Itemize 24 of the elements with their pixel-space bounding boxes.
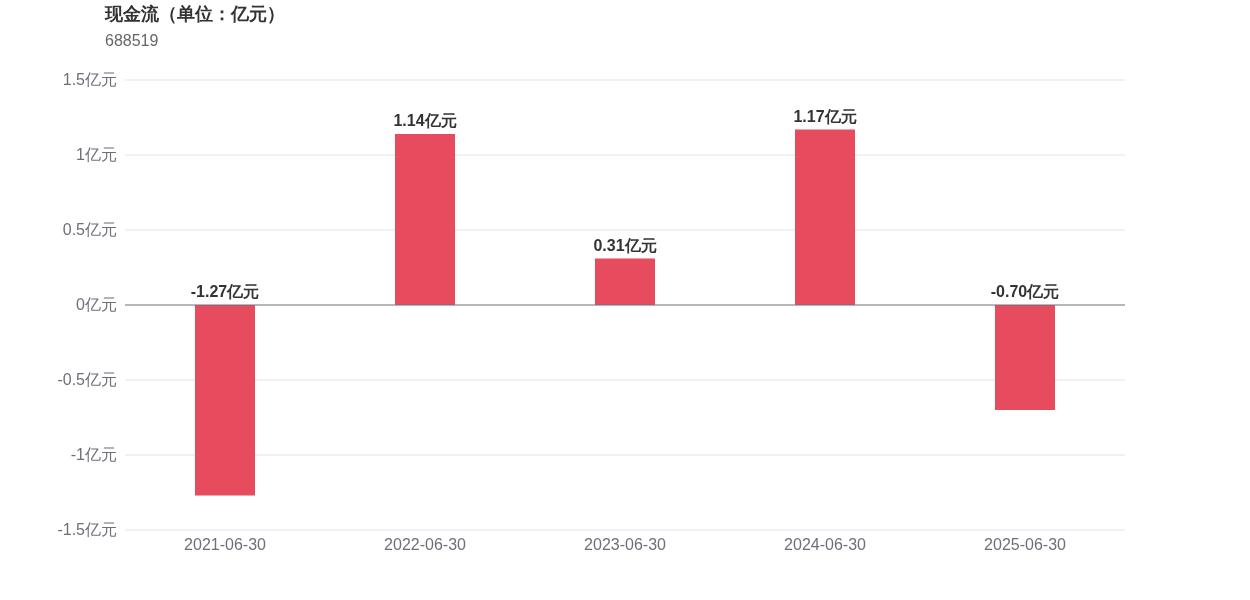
x-tick-label: 2023-06-30 [584, 536, 667, 553]
y-tick-label: -0.5亿元 [57, 371, 117, 388]
bar [395, 134, 455, 305]
data-label: 1.17亿元 [793, 107, 857, 125]
bar [795, 129, 855, 305]
x-tick-label: 2022-06-30 [384, 536, 467, 553]
data-label: -1.27亿元 [190, 283, 260, 300]
data-label: -0.70亿元 [990, 283, 1060, 300]
x-tick-label: 2021-06-30 [184, 536, 267, 553]
chart-subtitle: 688519 [105, 32, 159, 49]
bar [595, 258, 655, 305]
data-label: 1.14亿元 [393, 112, 457, 129]
bar [995, 305, 1055, 410]
chart-title: 现金流（单位：亿元） [104, 4, 285, 24]
x-tick-label: 2024-06-30 [784, 536, 867, 553]
y-tick-label: 0亿元 [76, 296, 117, 313]
y-tick-label: 0.5亿元 [62, 221, 117, 238]
y-tick-label: 1亿元 [76, 146, 117, 163]
x-tick-label: 2025-06-30 [984, 536, 1067, 553]
y-tick-label: 1.5亿元 [62, 71, 117, 88]
bar [195, 305, 255, 496]
data-label: 0.31亿元 [593, 236, 657, 254]
y-tick-label: -1亿元 [70, 446, 117, 463]
y-tick-label: -1.5亿元 [57, 521, 117, 538]
